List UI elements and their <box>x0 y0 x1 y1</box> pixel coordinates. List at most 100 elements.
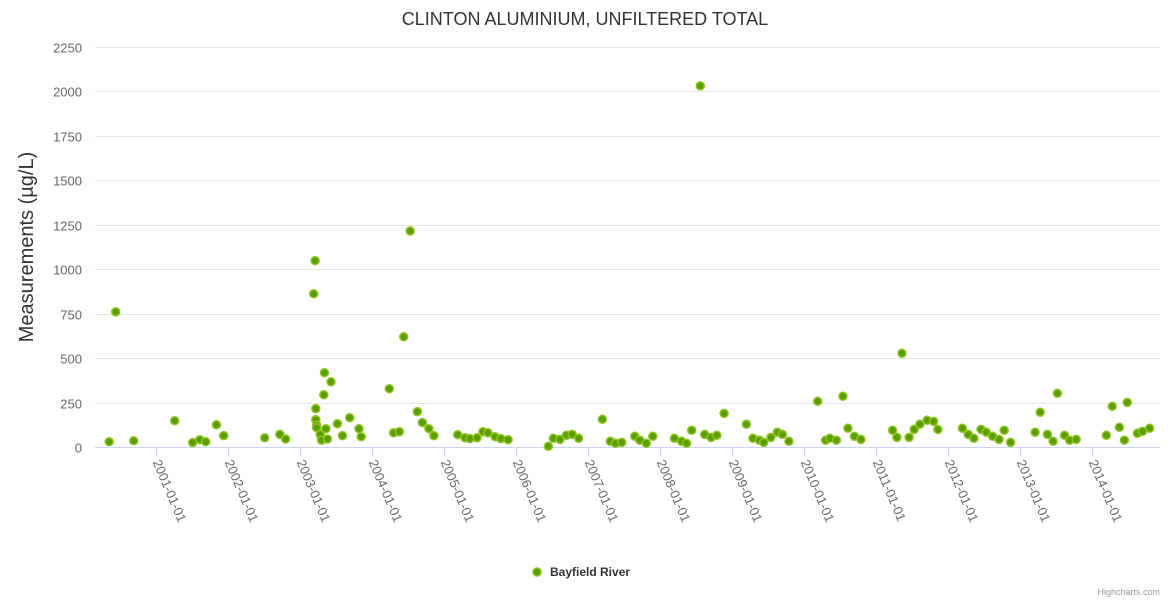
data-point[interactable] <box>777 429 788 440</box>
data-point[interactable] <box>1005 437 1016 448</box>
y-tick-label: 0 <box>75 441 82 456</box>
data-point[interactable] <box>1071 434 1081 445</box>
data-point[interactable] <box>1144 423 1155 434</box>
data-point[interactable] <box>319 389 329 400</box>
data-point[interactable] <box>758 437 769 448</box>
data-point[interactable] <box>337 430 348 441</box>
data-point[interactable] <box>110 307 121 317</box>
data-point[interactable] <box>897 348 907 359</box>
data-point[interactable] <box>838 391 848 402</box>
data-point[interactable] <box>994 434 1004 445</box>
data-point[interactable] <box>999 425 1009 436</box>
grid-lines <box>95 47 1160 404</box>
data-point[interactable] <box>1042 429 1053 440</box>
data-point[interactable] <box>104 436 114 447</box>
data-point[interactable] <box>503 434 513 445</box>
data-point[interactable] <box>319 367 330 378</box>
legend-label[interactable]: Bayfield River <box>550 565 630 579</box>
x-tick-label: 2014-01-01 <box>1086 457 1126 524</box>
data-point[interactable] <box>686 425 697 436</box>
data-point[interactable] <box>856 434 866 445</box>
data-point[interactable] <box>405 226 415 236</box>
data-point[interactable] <box>766 432 776 443</box>
data-point[interactable] <box>429 430 439 441</box>
data-point[interactable] <box>597 414 608 425</box>
data-point[interactable] <box>1052 388 1063 399</box>
y-axis-ticks: 0 250 500 750 1000 1250 1500 1750 2000 2250 <box>53 41 82 456</box>
data-point[interactable] <box>933 424 943 435</box>
x-tick-label: 2006-01-01 <box>510 457 550 524</box>
data-point[interactable] <box>969 433 979 444</box>
data-point[interactable] <box>417 417 428 428</box>
data-point[interactable] <box>1122 397 1133 408</box>
data-point[interactable] <box>681 438 692 449</box>
data-point[interactable] <box>1048 436 1058 447</box>
data-point[interactable] <box>904 432 914 443</box>
data-point[interactable] <box>308 289 319 299</box>
data-point[interactable] <box>394 426 405 437</box>
data-point[interactable] <box>310 255 320 266</box>
data-point[interactable] <box>200 436 211 447</box>
data-point[interactable] <box>915 419 925 429</box>
data-point[interactable] <box>909 424 919 435</box>
data-point[interactable] <box>412 406 423 417</box>
data-point[interactable] <box>928 416 939 427</box>
data-point[interactable] <box>741 419 752 429</box>
x-tick-label: 2012-01-01 <box>942 457 982 524</box>
x-axis-ticks: 2001-01-01 2002-01-01 2003-01-01 2004-01-01… <box>150 447 1126 524</box>
data-point[interactable] <box>617 437 627 448</box>
data-point[interactable] <box>326 377 336 387</box>
data-point[interactable] <box>784 436 794 447</box>
y-tick-label: 2250 <box>53 41 82 56</box>
data-point[interactable] <box>398 332 409 342</box>
data-point[interactable] <box>1030 427 1040 437</box>
x-tick-label: 2002-01-01 <box>222 457 262 524</box>
data-point[interactable] <box>1119 435 1130 445</box>
data-point[interactable] <box>354 423 364 434</box>
x-tick-label: 2009-01-01 <box>726 457 766 524</box>
data-point[interactable] <box>472 433 482 443</box>
data-point[interactable] <box>344 412 355 423</box>
data-point[interactable] <box>648 431 658 442</box>
data-point[interactable] <box>384 383 395 394</box>
data-point[interactable] <box>169 415 180 426</box>
data-point[interactable] <box>280 434 291 444</box>
data-point[interactable] <box>543 441 554 452</box>
data-point[interactable] <box>356 431 366 442</box>
data-point[interactable] <box>843 423 853 434</box>
data-point[interactable] <box>128 436 139 446</box>
credits-link[interactable]: Highcharts.com <box>1097 587 1160 597</box>
data-point[interactable] <box>712 430 722 441</box>
y-tick-label: 1500 <box>53 174 82 189</box>
data-point[interactable] <box>1035 407 1045 418</box>
data-point[interactable] <box>555 434 565 445</box>
data-point[interactable] <box>981 427 991 437</box>
data-point[interactable] <box>573 433 584 444</box>
data-point[interactable] <box>812 396 823 407</box>
data-point[interactable] <box>719 408 729 419</box>
data-point[interactable] <box>1101 430 1112 441</box>
data-point[interactable] <box>957 423 968 434</box>
y-axis-title: Measurements (µg/L) <box>16 152 38 342</box>
data-point[interactable] <box>1107 401 1117 412</box>
data-point[interactable] <box>321 423 331 434</box>
data-point[interactable] <box>211 420 222 430</box>
data-point[interactable] <box>322 434 333 444</box>
data-point[interactable] <box>424 423 434 434</box>
data-point[interactable] <box>695 81 706 91</box>
data-point[interactable] <box>831 435 842 445</box>
data-point[interactable] <box>641 438 652 449</box>
legend-item-bayfield-river[interactable]: Bayfield River <box>532 565 630 579</box>
data-point[interactable] <box>483 428 493 438</box>
data-point[interactable] <box>259 433 270 443</box>
data-point[interactable] <box>311 403 321 414</box>
data-point[interactable] <box>887 425 898 436</box>
data-point[interactable] <box>332 418 343 429</box>
y-tick-label: 2000 <box>53 85 82 100</box>
data-point[interactable] <box>1114 422 1125 433</box>
legend-marker-icon <box>532 567 542 577</box>
series-bayfield-river <box>104 81 1155 452</box>
data-point[interactable] <box>218 430 229 441</box>
data-point[interactable] <box>892 432 902 443</box>
x-tick-label: 2001-01-01 <box>150 457 190 524</box>
